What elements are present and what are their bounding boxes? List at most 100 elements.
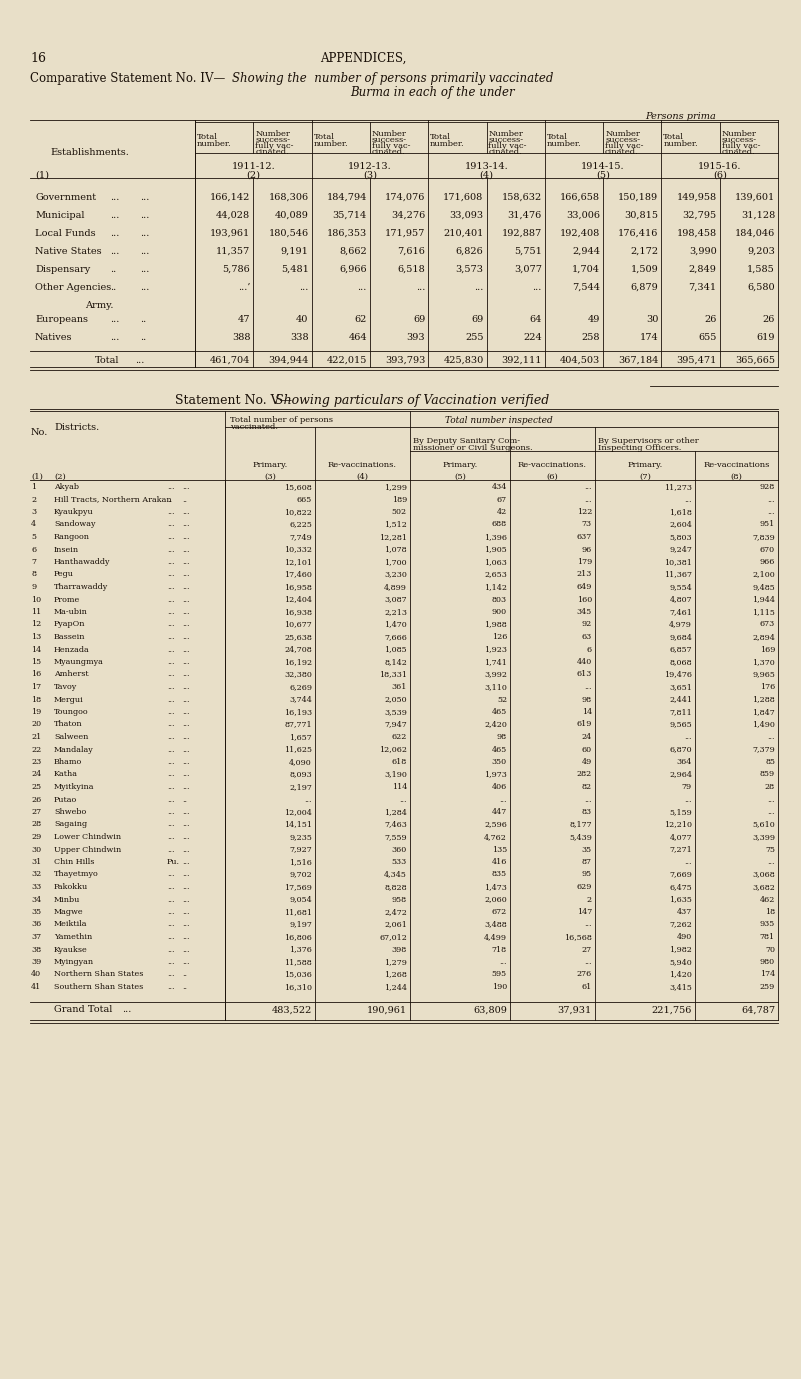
Text: ...: ... [167,796,175,804]
Text: APPENDICES,: APPENDICES, [320,52,406,65]
Text: 60: 60 [582,746,592,753]
Text: Europeans: Europeans [35,314,88,324]
Text: ...: ... [182,758,190,765]
Text: 1,618: 1,618 [669,507,692,516]
Text: Number: Number [256,130,290,138]
Text: 18,331: 18,331 [379,670,407,678]
Text: (4): (4) [356,473,368,481]
Text: 40: 40 [31,971,41,979]
Text: 2,441: 2,441 [669,695,692,703]
Text: 98: 98 [497,734,507,741]
Text: (3): (3) [363,171,377,181]
Text: (5): (5) [454,473,466,481]
Text: 176: 176 [760,683,775,691]
Text: ...: ... [182,720,190,728]
Text: 26: 26 [704,314,717,324]
Text: 29: 29 [31,833,41,841]
Text: ...: ... [182,833,190,841]
Text: 190,961: 190,961 [367,1005,407,1015]
Text: 1,470: 1,470 [384,621,407,629]
Text: Number: Number [372,130,407,138]
Text: ...: ... [167,507,175,516]
Text: 5,481: 5,481 [280,265,308,274]
Text: 171,608: 171,608 [443,193,484,201]
Text: 3,110: 3,110 [484,683,507,691]
Text: 42: 42 [497,507,507,516]
Text: 835: 835 [492,870,507,878]
Text: 10,677: 10,677 [284,621,312,629]
Text: 1,509: 1,509 [630,265,658,274]
Text: Persons prima: Persons prima [645,112,716,121]
Text: 655: 655 [698,332,717,342]
Text: 7,341: 7,341 [689,283,717,292]
Text: 16: 16 [31,670,41,678]
Text: fully vac-: fully vac- [489,142,527,150]
Text: 2,213: 2,213 [384,608,407,616]
Text: 83: 83 [582,808,592,816]
Text: ...: ... [167,658,175,666]
Text: ...: ... [167,783,175,792]
Text: Army.: Army. [85,301,114,310]
Text: (7): (7) [639,473,651,481]
Text: 37: 37 [31,934,41,940]
Text: 52: 52 [497,695,507,703]
Text: Total number inspected: Total number inspected [445,416,553,425]
Text: fully vac-: fully vac- [372,142,410,150]
Text: 1,847: 1,847 [752,707,775,716]
Text: 176,416: 176,416 [618,229,658,239]
Text: 361: 361 [392,683,407,691]
Text: Ma-ubin: Ma-ubin [54,608,88,616]
Text: 5,786: 5,786 [223,265,250,274]
Text: 147: 147 [577,907,592,916]
Text: 2,172: 2,172 [630,247,658,256]
Text: 10: 10 [31,596,41,604]
Text: Meiktila: Meiktila [54,921,87,928]
Text: 3,399: 3,399 [752,833,775,841]
Text: Sagaing: Sagaing [54,821,87,829]
Text: Number: Number [605,130,640,138]
Text: 49: 49 [588,314,600,324]
Text: 425,830: 425,830 [443,356,484,365]
Text: ...: ... [685,495,692,503]
Text: ...: ... [500,796,507,804]
Text: 87,771: 87,771 [284,720,312,728]
Text: fully vac-: fully vac- [722,142,760,150]
Text: 37,931: 37,931 [557,1005,592,1015]
Text: Bhamo: Bhamo [54,758,83,765]
Text: Thayetmyo: Thayetmyo [54,870,99,878]
Text: Burma in each of the under: Burma in each of the under [350,85,514,99]
Text: 673: 673 [760,621,775,629]
Text: ...: ... [182,734,190,741]
Text: ...: ... [533,283,541,292]
Text: ...: ... [474,283,484,292]
Text: success-: success- [489,137,524,143]
Text: ...: ... [182,707,190,716]
Text: 928: 928 [760,483,775,491]
Text: 935: 935 [760,921,775,928]
Text: ...: ... [182,621,190,629]
Text: 6,966: 6,966 [340,265,367,274]
Text: 338: 338 [290,332,308,342]
Text: ...: ... [767,495,775,503]
Text: 179: 179 [577,558,592,565]
Text: ...: ... [167,520,175,528]
Text: ...: ... [500,958,507,967]
Text: Total: Total [95,356,119,365]
Text: (8): (8) [731,473,743,481]
Text: Number: Number [489,130,523,138]
Text: 30: 30 [31,845,41,854]
Text: 149,958: 149,958 [677,193,717,201]
Text: ...: ... [167,845,175,854]
Text: Districts.: Districts. [54,423,99,432]
Text: 25: 25 [31,783,41,792]
Text: ...: ... [110,314,119,324]
Text: Putao: Putao [54,796,77,804]
Text: 14: 14 [582,707,592,716]
Text: 7,559: 7,559 [384,833,407,841]
Text: 92: 92 [582,621,592,629]
Text: Hill Tracts, Northern Arakan: Hill Tracts, Northern Arakan [54,495,171,503]
Text: 7,666: 7,666 [384,633,407,641]
Text: ...: ... [167,720,175,728]
Text: 150,189: 150,189 [618,193,658,201]
Text: 62: 62 [355,314,367,324]
